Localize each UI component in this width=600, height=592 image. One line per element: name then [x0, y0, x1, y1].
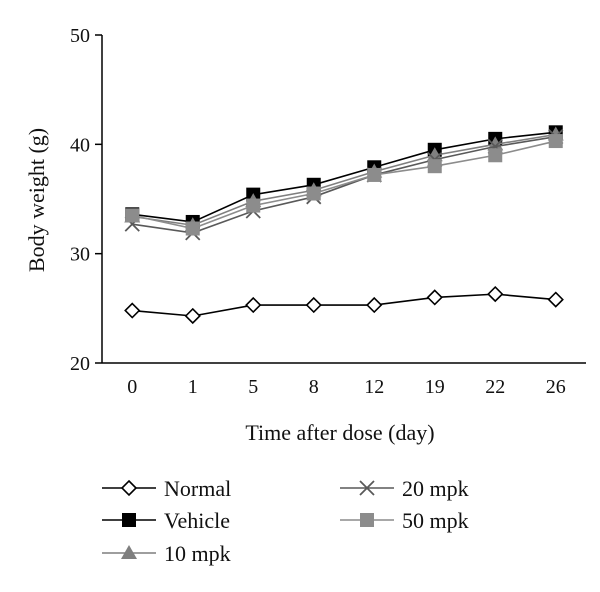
legend-marker [122, 513, 136, 527]
legend-item: 50 mpk [340, 508, 469, 533]
data-point [366, 296, 383, 314]
legend-marker [360, 513, 374, 527]
y-tick-label: 30 [70, 244, 90, 266]
series-line [132, 293, 556, 317]
data-point [184, 307, 201, 325]
x-axis-title: Time after dose (day) [245, 420, 434, 445]
x-tick-label: 12 [364, 376, 384, 398]
y-tick-label: 20 [70, 353, 90, 375]
legend-marker [120, 479, 138, 497]
x-tick-label: 19 [425, 376, 445, 398]
data-point [124, 302, 141, 319]
legend-label: Vehicle [164, 508, 230, 533]
series-line [132, 131, 556, 223]
legend-item: Vehicle [102, 508, 230, 533]
legend-label: 10 mpk [164, 541, 231, 566]
data-point [367, 167, 382, 182]
data-point [426, 147, 443, 162]
data-point [488, 148, 503, 163]
series-line [132, 140, 556, 230]
data-point [245, 296, 262, 314]
data-point [306, 186, 321, 201]
series-50-mpk [125, 134, 563, 236]
series-line [132, 135, 556, 234]
legend-item: Normal [102, 476, 231, 501]
y-tick-label: 40 [70, 134, 90, 156]
y-tick-labels: 20 30 40 50 [70, 25, 102, 375]
data-point [427, 159, 442, 174]
x-tick-label: 22 [485, 376, 505, 398]
data-point [547, 291, 564, 308]
series-normal [124, 285, 564, 325]
data-point [185, 221, 200, 236]
x-tick-label: 8 [309, 376, 319, 398]
series-layer [124, 125, 564, 325]
legend-marker [359, 480, 375, 496]
legend-label: 50 mpk [402, 508, 469, 533]
x-tick-label: 0 [127, 376, 137, 398]
x-tick-label: 5 [248, 376, 258, 398]
data-point [125, 208, 140, 223]
data-point [548, 134, 563, 149]
legend: Normal Vehicle 10 mpk 20 mpk 50 mpk [102, 476, 469, 566]
data-point [426, 289, 443, 306]
data-point [246, 198, 261, 213]
legend-item: 20 mpk [340, 476, 469, 501]
legend-label: Normal [164, 476, 231, 501]
legend-label: 20 mpk [402, 476, 469, 501]
legend-marker [121, 545, 137, 559]
y-axis-title: Body weight (g) [24, 128, 49, 272]
y-tick-label: 50 [70, 25, 90, 47]
data-point [305, 296, 322, 314]
series-line [132, 133, 556, 227]
legend-item: 10 mpk [102, 541, 231, 566]
x-tick-label: 1 [188, 376, 198, 398]
data-point [487, 285, 504, 303]
x-tick-labels: 0 1 5 8 12 19 22 26 [127, 376, 566, 398]
x-tick-label: 26 [546, 376, 566, 398]
axes [101, 35, 586, 364]
